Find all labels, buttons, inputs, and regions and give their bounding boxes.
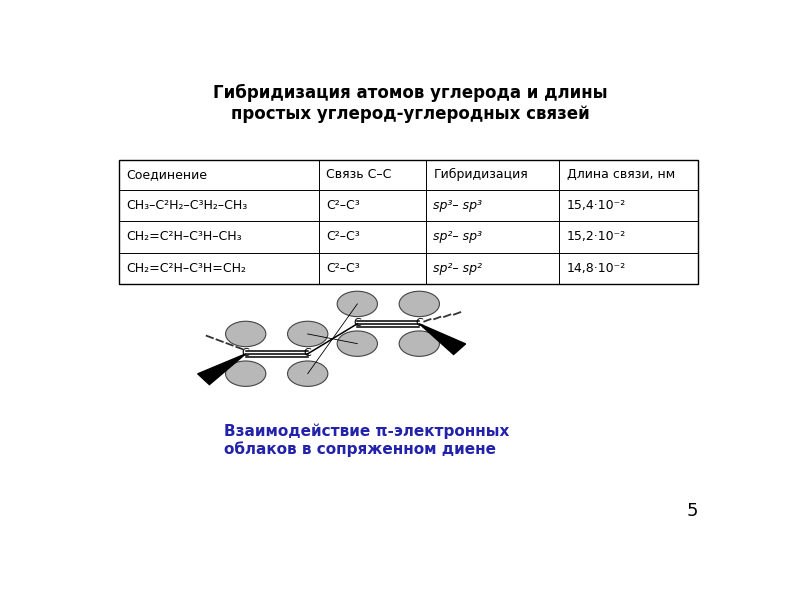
Text: CH₃–C²H₂–C³H₂–CH₃: CH₃–C²H₂–C³H₂–CH₃: [126, 199, 247, 212]
Polygon shape: [198, 354, 246, 385]
Ellipse shape: [287, 361, 328, 386]
Text: C²–C³: C²–C³: [326, 230, 360, 244]
Bar: [118, 160, 698, 284]
Text: CH₂=C²H–C³H=CH₂: CH₂=C²H–C³H=CH₂: [126, 262, 246, 275]
Text: Связь С–С: Связь С–С: [326, 168, 391, 181]
Text: Соединение: Соединение: [126, 168, 207, 181]
Text: 15,4·10⁻²: 15,4·10⁻²: [566, 199, 626, 212]
Text: sp²– sp²: sp²– sp²: [434, 262, 482, 275]
Text: Длина связи, нм: Длина связи, нм: [566, 168, 675, 181]
Text: C: C: [242, 348, 250, 358]
Text: C²–C³: C²–C³: [326, 199, 360, 212]
Text: C²–C³: C²–C³: [326, 262, 360, 275]
Text: sp²– sp³: sp²– sp³: [434, 230, 482, 244]
Text: sp³– sp³: sp³– sp³: [434, 199, 482, 212]
Text: CH₂=C²H–C³H–CH₃: CH₂=C²H–C³H–CH₃: [126, 230, 242, 244]
Text: 14,8·10⁻²: 14,8·10⁻²: [566, 262, 626, 275]
Text: Гибридизация атомов углерода и длины
простых углерод-углеродных связей: Гибридизация атомов углерода и длины про…: [213, 83, 607, 122]
Text: 5: 5: [686, 502, 698, 520]
Text: Гибридизация: Гибридизация: [434, 168, 528, 181]
Text: 15,2·10⁻²: 15,2·10⁻²: [566, 230, 626, 244]
Text: C: C: [304, 348, 311, 358]
Ellipse shape: [226, 321, 266, 347]
Ellipse shape: [226, 361, 266, 386]
Ellipse shape: [399, 331, 439, 356]
Text: C: C: [354, 318, 361, 328]
Text: C: C: [415, 318, 423, 328]
Text: Взаимодействие π-электронных
облаков в сопряженном диене: Взаимодействие π-электронных облаков в с…: [224, 423, 510, 457]
Ellipse shape: [399, 291, 439, 317]
Ellipse shape: [337, 291, 378, 317]
Ellipse shape: [287, 321, 328, 347]
Ellipse shape: [337, 331, 378, 356]
Polygon shape: [419, 324, 466, 355]
